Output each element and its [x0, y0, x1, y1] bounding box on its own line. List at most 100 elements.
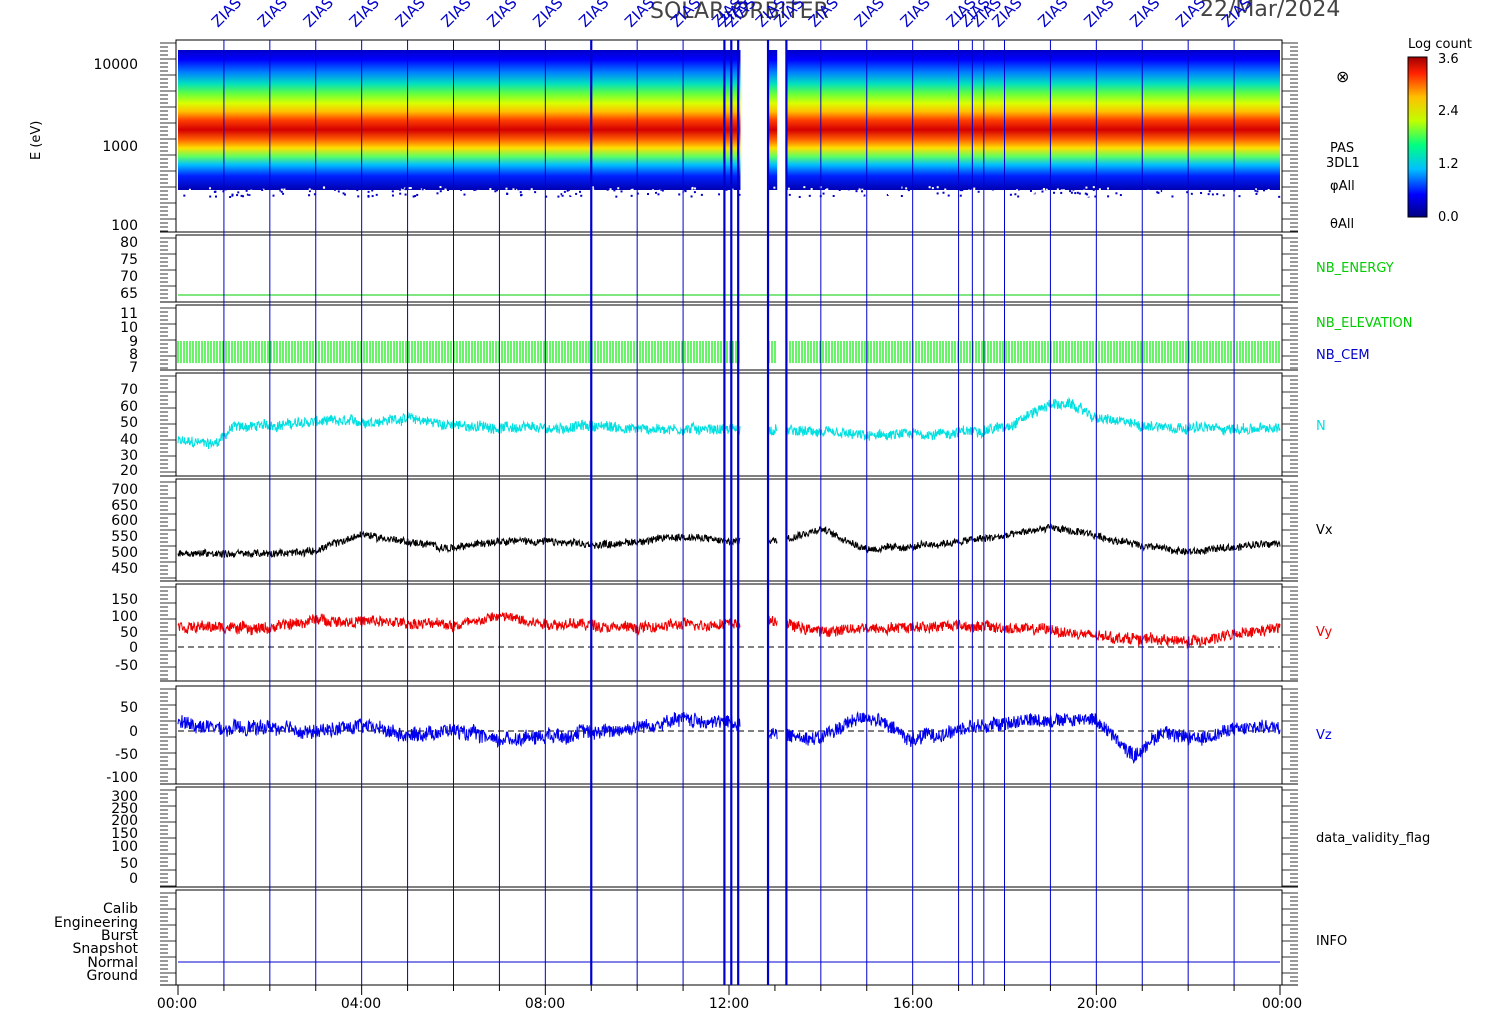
spectrogram-speckle [1014, 193, 1017, 196]
spectrogram-speckle [1231, 192, 1234, 195]
spectrogram-speckle [961, 189, 964, 192]
spectrogram-speckle [1182, 195, 1185, 198]
spectrogram-speckle [465, 191, 468, 194]
spectrogram-speckle [343, 193, 346, 196]
spectrogram-speckle [567, 188, 570, 191]
spectrogram-speckle [1052, 190, 1055, 193]
spectrogram-speckle [637, 192, 640, 195]
spectrogram-speckle [600, 192, 603, 195]
spectrogram-speckle [458, 191, 461, 194]
spectrogram-speckle [1250, 186, 1253, 189]
y-tick-label: 50 [120, 415, 138, 431]
spectrogram-speckle [473, 188, 476, 191]
spectrogram-speckle [850, 193, 853, 196]
spectrogram-speckle [258, 187, 261, 190]
spectrogram-speckle [261, 189, 264, 192]
spectrogram-speckle [1186, 191, 1189, 194]
y-tick-label: 150 [111, 826, 138, 842]
spectrogram-speckle [471, 195, 474, 198]
spectrogram-speckle [1069, 190, 1072, 193]
x-tick-label: 16:00 [893, 996, 933, 1012]
spectrogram-speckle [638, 192, 641, 195]
spectrogram-speckle [521, 187, 524, 190]
y-tick-label: 0 [129, 640, 138, 656]
spectrogram-speckle [1092, 186, 1095, 189]
spec-right-label: φAll [1330, 179, 1355, 194]
spectrogram-speckle [973, 187, 976, 190]
event-marker-label: ZIAS [254, 0, 291, 31]
spectrogram-speckle [265, 192, 268, 195]
spectrogram-speckle [1158, 190, 1161, 193]
colorbar-tick-label: 0.0 [1438, 210, 1459, 225]
y-tick-label: 700 [111, 482, 138, 498]
spectrogram-speckle [671, 193, 674, 196]
x-tick-label: 08:00 [525, 996, 565, 1012]
spectrogram-speckle [1045, 188, 1048, 191]
spectrogram-speckle [1207, 193, 1210, 196]
panel-frame [175, 304, 1283, 371]
y-tick-label: 60 [120, 399, 138, 415]
spectrogram-speckle [214, 190, 217, 193]
spectrogram-speckle [1211, 193, 1214, 196]
spectrogram-speckle [1053, 191, 1056, 194]
spectrogram-speckle [1083, 189, 1086, 192]
spectrogram-speckle [1255, 188, 1258, 191]
spectrogram-speckle [494, 190, 497, 193]
panel-frame [175, 786, 1283, 888]
spectrogram-speckle [716, 194, 719, 197]
spectrogram-speckle [798, 195, 801, 198]
spectrogram-speckle [282, 192, 285, 195]
y-tick-label: 11 [120, 306, 138, 322]
spectrogram-speckle [530, 188, 533, 191]
spectrogram-speckle [370, 192, 373, 195]
y-tick-label: 10000 [93, 57, 138, 73]
spectrogram-speckle [324, 187, 327, 190]
y-tick-label: 100 [111, 839, 138, 855]
spectrogram-speckle [1009, 193, 1012, 196]
spectrogram-speckle [436, 192, 439, 195]
spectrogram-speckle [425, 195, 428, 198]
spectrogram-speckle [573, 195, 576, 198]
spectrogram-speckle [794, 194, 797, 197]
spectrogram-speckle [528, 188, 531, 191]
spectrogram-speckle [606, 188, 609, 191]
colorbar-title: Log count [1408, 37, 1472, 52]
spectrogram-speckle [1015, 189, 1018, 192]
spectrogram-speckle [1147, 189, 1150, 192]
y-tick-label: 650 [111, 498, 138, 514]
spectrogram-speckle [944, 188, 947, 191]
spectrogram-speckle [421, 188, 424, 191]
spectrogram-speckle [684, 190, 687, 193]
spectrogram-speckle [1107, 187, 1110, 190]
spectrogram-speckle [250, 189, 253, 192]
spectrogram-speckle [563, 190, 566, 193]
spectrogram-speckle [580, 194, 583, 197]
spectrogram-speckle [738, 193, 741, 196]
spectrogram-speckle [1086, 195, 1089, 198]
spectrogram-speckle [690, 195, 693, 198]
spectrogram-speckle [981, 194, 984, 197]
spectrogram-speckle [1014, 195, 1017, 198]
spectrogram-speckle [313, 193, 316, 196]
vz-series-line [767, 727, 778, 741]
spectrogram-speckle [327, 191, 330, 194]
spectrogram-speckle [308, 188, 311, 191]
spectrogram-speckle [246, 193, 249, 196]
spectrogram-speckle [1256, 190, 1259, 193]
spectrogram-ylabel: E (eV) [29, 121, 44, 160]
spectrogram-speckle [610, 191, 613, 194]
y-tick-label: 70 [120, 269, 138, 285]
spectrogram-speckle [798, 191, 801, 194]
spectrogram-speckle [245, 189, 248, 192]
spectrogram-speckle [439, 190, 442, 193]
spectrogram-speckle [973, 189, 976, 192]
spectrogram-speckle [359, 187, 362, 190]
spec-right-label: θAll [1330, 217, 1354, 232]
info-panel: Calib Engineering Burst Snapshot Normal … [54, 889, 1347, 986]
spectrogram-speckle [788, 193, 791, 196]
spectrogram-speckle [1017, 188, 1020, 191]
spectrogram-speckle [877, 190, 880, 193]
spectrogram-speckle [454, 193, 457, 196]
y-tick-label: 7 [129, 360, 138, 376]
spectrogram-speckle [1107, 195, 1110, 198]
